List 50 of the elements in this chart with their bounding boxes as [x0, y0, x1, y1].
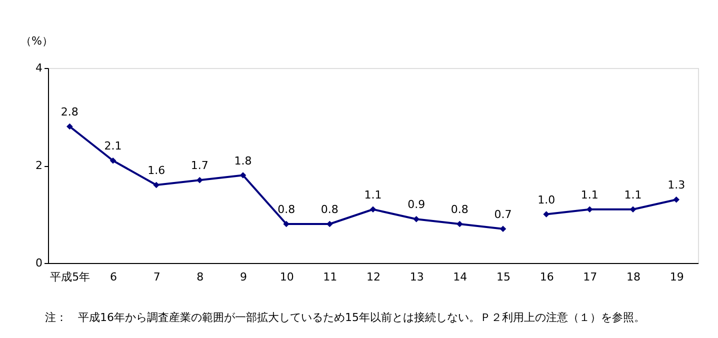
x-tick-label: 10	[280, 270, 294, 284]
data-label: 1.6	[148, 164, 166, 177]
data-label: 1.7	[190, 159, 208, 172]
point	[586, 206, 593, 213]
x-tick-label: 18	[626, 270, 640, 284]
x-tick-label: 13	[410, 270, 424, 284]
point	[370, 206, 376, 213]
data-label: 0.8	[450, 203, 468, 216]
y-tick-label: 2	[36, 159, 42, 172]
y-tick-label: 4	[36, 62, 42, 74]
data-label: 2.8	[60, 106, 78, 118]
text: 注： 平成16年から調査産業の範囲が一部拡大しているため15年以前とは接続しない。Ｐ２利用上の注意（１）を参照。	[45, 311, 645, 324]
data-label: 0.8	[320, 203, 338, 216]
data-label: 2.1	[104, 140, 122, 153]
x-tick-label: 12	[366, 270, 380, 284]
point	[283, 220, 290, 228]
x-tick-label: 14	[453, 270, 468, 284]
point	[500, 226, 506, 232]
point	[630, 206, 636, 213]
x-tick-label: 17	[583, 270, 598, 284]
x-tick-label: 16	[540, 270, 554, 284]
x-tick-label: 平成5年	[50, 270, 90, 284]
data-label: 1.1	[364, 188, 382, 202]
point	[66, 123, 73, 130]
point	[110, 157, 116, 164]
point	[673, 196, 680, 203]
data-label: 0.9	[408, 198, 426, 212]
point	[326, 220, 333, 228]
x-tick-label: 8	[196, 270, 204, 284]
point	[153, 182, 160, 188]
point	[413, 216, 420, 222]
data-label: 1.3	[668, 178, 686, 192]
point	[240, 172, 246, 178]
point	[196, 176, 203, 184]
data-label: 1.0	[538, 193, 556, 206]
data-label: 0.8	[278, 203, 296, 216]
x-tick-label: 19	[670, 270, 684, 284]
point	[456, 220, 463, 228]
point	[543, 211, 550, 218]
x-tick-label: 15	[496, 270, 510, 284]
data-label: 1.8	[234, 154, 252, 168]
x-tick-label: 9	[240, 270, 247, 284]
x-tick-label: 7	[153, 270, 160, 284]
y-tick-label: 0	[36, 256, 42, 270]
data-label: 0.7	[494, 208, 512, 221]
data-label: 1.1	[624, 188, 642, 202]
x-tick-label: 6	[110, 270, 117, 284]
y-axis-title: （%）	[20, 34, 53, 48]
x-tick-label: 11	[323, 270, 338, 284]
data-label: 1.1	[580, 188, 598, 202]
